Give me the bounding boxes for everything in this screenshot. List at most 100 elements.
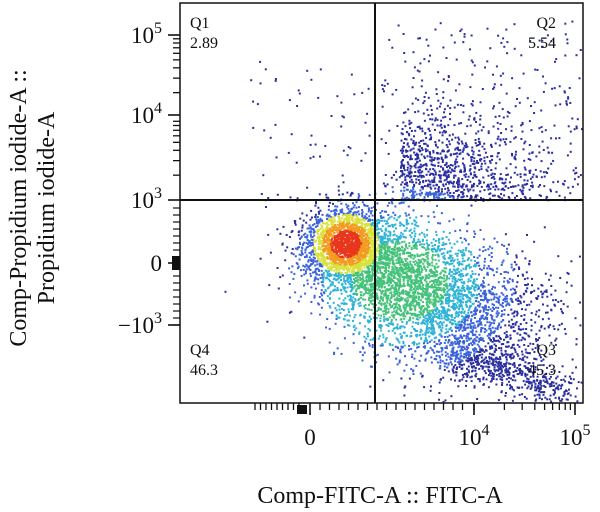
event-point — [344, 240, 347, 243]
event-point — [369, 284, 372, 287]
event-point — [439, 272, 442, 275]
event-point — [382, 379, 385, 382]
event-point — [318, 228, 321, 231]
event-point — [389, 281, 392, 284]
event-point — [370, 299, 373, 302]
event-point — [439, 222, 442, 225]
event-point — [512, 292, 515, 295]
event-point — [440, 289, 443, 292]
event-point — [453, 275, 456, 278]
event-point — [379, 246, 382, 249]
event-point — [400, 269, 403, 272]
event-point — [351, 303, 354, 306]
event-point — [413, 314, 416, 317]
event-point — [351, 299, 354, 302]
event-point — [318, 296, 321, 298]
event-point — [342, 286, 345, 289]
event-point — [435, 278, 438, 281]
event-point — [437, 259, 440, 262]
event-point — [402, 236, 405, 238]
event-point — [420, 243, 423, 246]
event-point — [351, 215, 354, 218]
event-point — [348, 249, 351, 252]
event-point — [305, 214, 308, 217]
event-point — [433, 358, 436, 360]
event-point — [461, 284, 464, 287]
event-point — [324, 245, 326, 248]
event-point — [423, 233, 426, 236]
event-point — [400, 325, 403, 328]
event-point — [348, 242, 351, 245]
event-point — [453, 278, 456, 281]
event-point — [386, 220, 388, 223]
event-point — [387, 355, 390, 358]
event-point — [335, 289, 338, 292]
event-point — [352, 211, 355, 214]
event-point — [368, 320, 371, 322]
event-point — [321, 226, 324, 229]
event-point — [421, 292, 423, 295]
event-point — [376, 298, 379, 301]
event-point — [426, 265, 429, 268]
event-point — [403, 229, 406, 232]
event-point — [452, 293, 455, 296]
event-point — [396, 252, 399, 255]
event-point — [320, 231, 323, 234]
event-point — [448, 220, 451, 223]
event-point — [360, 250, 363, 253]
event-point — [453, 265, 456, 268]
event-point — [466, 367, 468, 370]
event-point — [348, 210, 351, 213]
event-point — [376, 267, 379, 270]
event-point — [396, 323, 399, 326]
event-point — [477, 324, 480, 327]
event-point — [336, 220, 339, 223]
event-point — [426, 228, 429, 231]
event-point — [467, 311, 470, 314]
event-point — [367, 265, 370, 268]
event-point — [361, 354, 364, 357]
event-point — [300, 269, 302, 272]
event-point — [441, 326, 444, 329]
event-point — [311, 241, 314, 244]
event-point — [362, 278, 365, 281]
event-point — [463, 237, 466, 240]
event-point — [310, 235, 313, 238]
event-point — [507, 345, 510, 348]
event-point — [453, 296, 455, 299]
event-point — [377, 306, 380, 309]
event-point — [313, 277, 316, 280]
event-point — [494, 347, 497, 350]
event-point — [541, 293, 544, 296]
event-point — [413, 292, 416, 295]
event-point — [428, 273, 431, 276]
event-point — [455, 290, 458, 293]
event-point — [397, 249, 400, 252]
event-point — [460, 325, 462, 328]
event-point — [390, 319, 393, 321]
event-point — [466, 335, 469, 338]
event-point — [333, 216, 336, 219]
event-point — [508, 320, 511, 323]
event-point — [431, 270, 433, 273]
event-point — [352, 301, 355, 304]
event-point — [368, 344, 371, 347]
event-point — [403, 308, 406, 311]
event-point — [471, 330, 473, 333]
event-point — [411, 271, 414, 274]
event-point — [422, 319, 425, 321]
event-point — [391, 322, 394, 325]
event-point — [566, 281, 568, 284]
event-point — [347, 324, 349, 327]
event-point — [469, 326, 472, 329]
event-point — [422, 262, 425, 265]
event-point — [467, 290, 470, 293]
event-point — [403, 394, 406, 397]
event-point — [499, 273, 502, 275]
event-point — [429, 294, 432, 297]
event-point — [320, 306, 323, 309]
event-point — [442, 261, 445, 264]
event-point — [428, 321, 431, 324]
event-point — [414, 260, 417, 263]
event-point — [454, 230, 457, 233]
